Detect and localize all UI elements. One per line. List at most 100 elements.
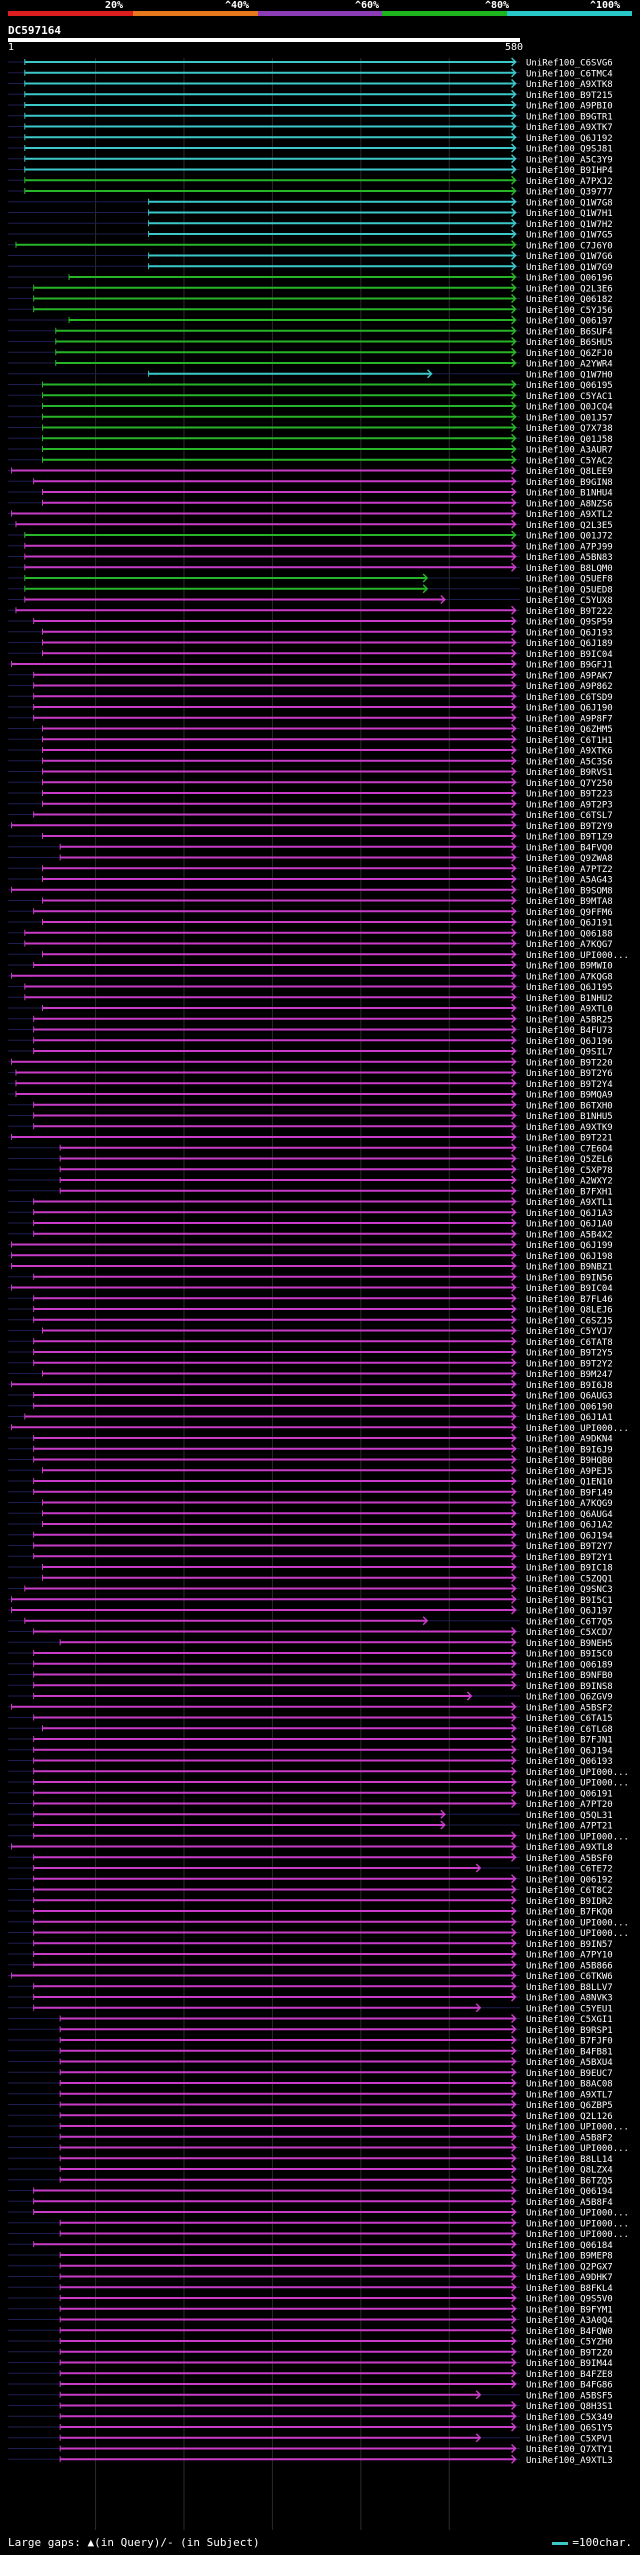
hit-label[interactable]: UniRef100_UPI000... [526,2209,629,2219]
hit-label[interactable]: UniRef100_B9T1Z9 [526,833,613,843]
hit-label[interactable]: UniRef100_B9EUC7 [526,2069,613,2079]
hit-label[interactable]: UniRef100_Q7Y250 [526,779,613,789]
hit-label[interactable]: UniRef100_C5XP78 [526,1166,613,1176]
hit-label[interactable]: UniRef100_Q6ZFJ0 [526,349,613,359]
hit-label[interactable]: UniRef100_Q7XTY1 [526,2445,613,2455]
hit-label[interactable]: UniRef100_B9IC04 [526,1284,613,1294]
hit-label[interactable]: UniRef100_Q06182 [526,295,613,305]
hit-label[interactable]: UniRef100_A9XTK9 [526,1123,613,1133]
hit-label[interactable]: UniRef100_C5XGI1 [526,2015,613,2025]
hit-label[interactable]: UniRef100_B9RSP1 [526,2026,613,2036]
hit-label[interactable]: UniRef100_Q06190 [526,1402,613,1412]
hit-label[interactable]: UniRef100_Q5UED8 [526,585,613,595]
hit-label[interactable]: UniRef100_B9IN57 [526,1940,613,1950]
hit-label[interactable]: UniRef100_B9NBZ1 [526,1263,613,1273]
hit-label[interactable]: UniRef100_Q6J191 [526,919,613,929]
hit-label[interactable]: UniRef100_B9T2Y1 [526,1553,613,1563]
hit-label[interactable]: UniRef100_C6TSL7 [526,811,613,821]
hit-label[interactable]: UniRef100_UPI000... [526,2123,629,2133]
hit-label[interactable]: UniRef100_Q5QL31 [526,1811,613,1821]
hit-label[interactable]: UniRef100_B4FVQ0 [526,843,613,853]
hit-label[interactable]: UniRef100_Q5ZEL6 [526,1155,613,1165]
hit-label[interactable]: UniRef100_Q2PGX7 [526,2262,613,2272]
hit-label[interactable]: UniRef100_B9GIN8 [526,478,613,488]
hit-label[interactable]: UniRef100_B9MTA8 [526,897,613,907]
hit-label[interactable]: UniRef100_B9MWI0 [526,962,613,972]
hit-label[interactable]: UniRef100_Q6J1A2 [526,1521,613,1531]
hit-label[interactable]: UniRef100_C5YAC2 [526,456,613,466]
hit-label[interactable]: UniRef100_B9RVS1 [526,768,613,778]
hit-label[interactable]: UniRef100_A9XTL3 [526,2456,613,2466]
hit-label[interactable]: UniRef100_Q06194 [526,2187,613,2197]
hit-label[interactable]: UniRef100_B9T221 [526,1134,613,1144]
hit-label[interactable]: UniRef100_B1NHU5 [526,1112,613,1122]
hit-label[interactable]: UniRef100_Q9SNC3 [526,1585,613,1595]
hit-label[interactable]: UniRef100_A9XTK7 [526,123,613,133]
hit-label[interactable]: UniRef100_C6SVG6 [526,59,613,69]
hit-label[interactable]: UniRef100_B9I5C0 [526,1650,613,1660]
hit-label[interactable]: UniRef100_Q8LZX4 [526,2166,613,2176]
hit-label[interactable]: UniRef100_A9PAK7 [526,671,613,681]
hit-label[interactable]: UniRef100_A7PT21 [526,1822,613,1832]
hit-label[interactable]: UniRef100_C7J6Y0 [526,241,613,251]
hit-label[interactable]: UniRef100_B9M247 [526,1370,613,1380]
hit-label[interactable]: UniRef100_Q9SJ81 [526,145,613,155]
hit-label[interactable]: UniRef100_A7PY10 [526,1951,613,1961]
hit-label[interactable]: UniRef100_A9XTK6 [526,747,613,757]
hit-label[interactable]: UniRef100_Q0JCQ4 [526,403,613,413]
hit-label[interactable]: UniRef100_Q6J194 [526,1531,613,1541]
hit-label[interactable]: UniRef100_A7PJ99 [526,542,613,552]
hit-label[interactable]: UniRef100_Q8LEE9 [526,467,613,477]
hit-label[interactable]: UniRef100_Q6J190 [526,704,613,714]
hit-label[interactable]: UniRef100_UPI000... [526,2144,629,2154]
hit-label[interactable]: UniRef100_UPI000... [526,2230,629,2240]
hit-label[interactable]: UniRef100_A5BXU4 [526,2058,613,2068]
hit-label[interactable]: UniRef100_C5YVJ7 [526,1327,613,1337]
hit-label[interactable]: UniRef100_Q06196 [526,274,613,284]
hit-label[interactable]: UniRef100_Q7X738 [526,424,613,434]
hit-label[interactable]: UniRef100_Q6J1A0 [526,1220,613,1230]
hit-label[interactable]: UniRef100_Q1W7G8 [526,198,613,208]
hit-label[interactable]: UniRef100_Q6J194 [526,1746,613,1756]
hit-label[interactable]: UniRef100_Q8LEJ6 [526,1306,613,1316]
hit-label[interactable]: UniRef100_Q06197 [526,317,613,327]
hit-label[interactable]: UniRef100_B9FYM1 [526,2305,613,2315]
hit-label[interactable]: UniRef100_Q6J1A3 [526,1209,613,1219]
hit-label[interactable]: UniRef100_Q6J195 [526,983,613,993]
hit-label[interactable]: UniRef100_B8AC08 [526,2080,613,2090]
hit-label[interactable]: UniRef100_B9IDR2 [526,1897,613,1907]
hit-label[interactable]: UniRef100_A5C3S6 [526,757,613,767]
hit-label[interactable]: UniRef100_C5YEU1 [526,2004,613,2014]
hit-label[interactable]: UniRef100_B9MQA9 [526,1091,613,1101]
hit-label[interactable]: UniRef100_A9PEJ5 [526,1467,613,1477]
hit-label[interactable]: UniRef100_B6SUF4 [526,327,613,337]
hit-label[interactable]: UniRef100_B9T220 [526,1058,613,1068]
hit-label[interactable]: UniRef100_C6TMC4 [526,69,613,79]
hit-label[interactable]: UniRef100_Q8H3S1 [526,2402,613,2412]
hit-label[interactable]: UniRef100_C5YJ56 [526,306,613,316]
hit-label[interactable]: UniRef100_A9XTK8 [526,80,613,90]
hit-label[interactable]: UniRef100_A9P8F7 [526,714,613,724]
hit-label[interactable]: UniRef100_Q6ZBP5 [526,2101,613,2111]
hit-label[interactable]: UniRef100_B9F149 [526,1488,613,1498]
hit-label[interactable]: UniRef100_B9IM44 [526,2359,613,2369]
hit-label[interactable]: UniRef100_Q6ZHM5 [526,725,613,735]
hit-label[interactable]: UniRef100_Q01J72 [526,532,613,542]
hit-label[interactable]: UniRef100_C7E6O4 [526,1144,613,1154]
hit-label[interactable]: UniRef100_B4FG86 [526,2381,613,2391]
hit-label[interactable]: UniRef100_B9T2Z0 [526,2348,613,2358]
hit-label[interactable]: UniRef100_UPI000... [526,1768,629,1778]
hit-label[interactable]: UniRef100_C6TKW6 [526,1972,613,1982]
hit-label[interactable]: UniRef100_B9T2Y9 [526,822,613,832]
hit-label[interactable]: UniRef100_Q39777 [526,188,613,198]
hit-label[interactable]: UniRef100_Q9S5V0 [526,2295,613,2305]
hit-label[interactable]: UniRef100_B1NHU2 [526,994,613,1004]
hit-label[interactable]: UniRef100_Q06193 [526,1757,613,1767]
hit-label[interactable]: UniRef100_B9GTR1 [526,112,613,122]
hit-label[interactable]: UniRef100_Q1W7H2 [526,220,613,230]
hit-label[interactable]: UniRef100_C6SZJ5 [526,1316,613,1326]
hit-label[interactable]: UniRef100_A9PBI0 [526,102,613,112]
hit-label[interactable]: UniRef100_Q2L3E6 [526,284,613,294]
hit-label[interactable]: UniRef100_B8LQM0 [526,564,613,574]
hit-label[interactable]: UniRef100_C5YAC1 [526,392,613,402]
